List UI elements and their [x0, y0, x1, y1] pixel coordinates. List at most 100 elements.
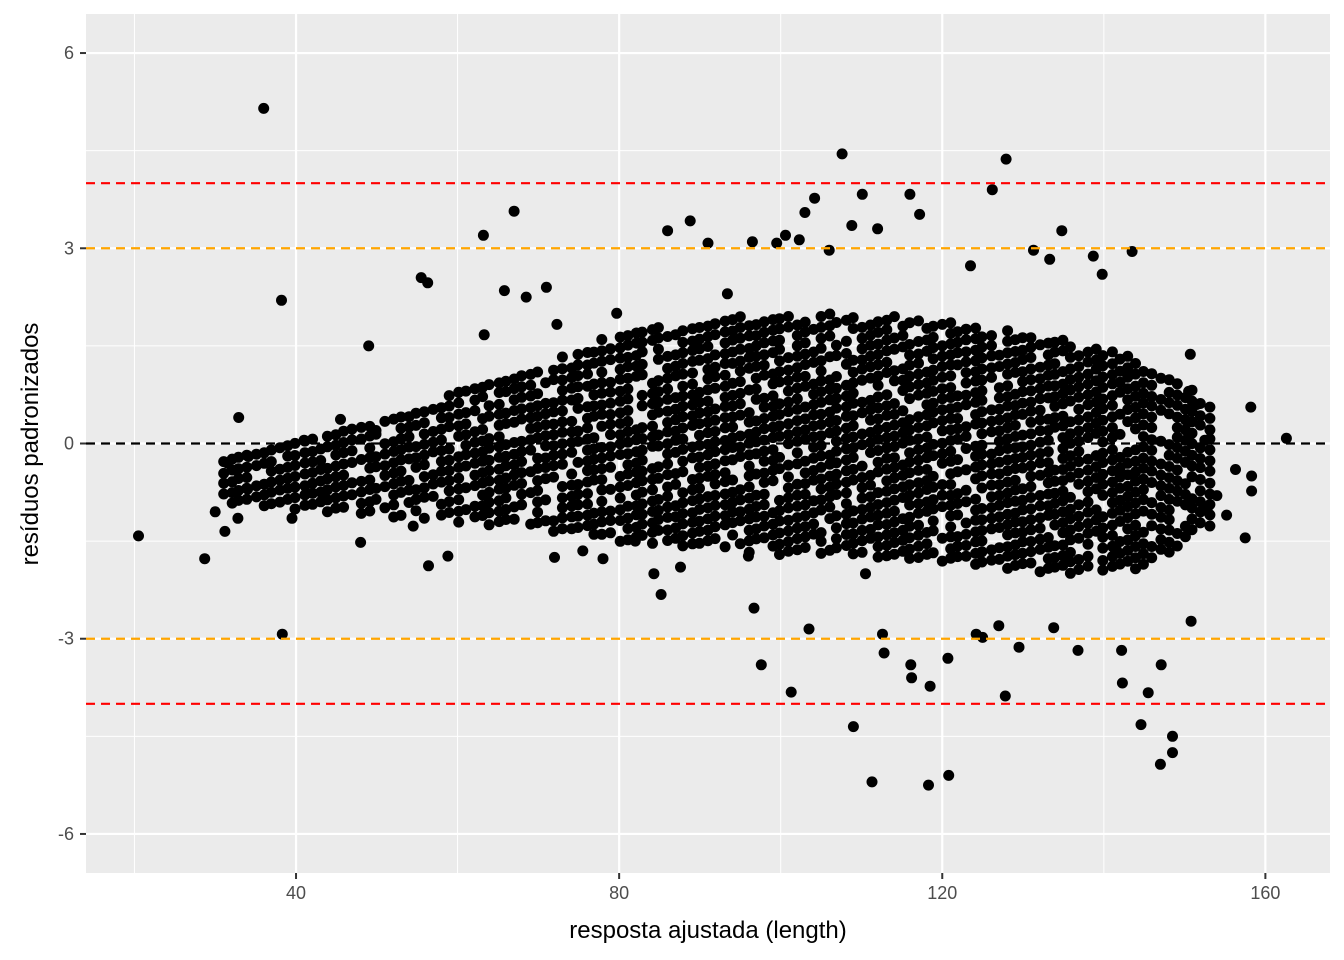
data-point	[694, 418, 705, 430]
data-point	[597, 553, 609, 565]
y-tick-label: -6	[58, 824, 74, 844]
data-point	[694, 472, 705, 484]
data-point	[582, 488, 593, 500]
data-point	[1034, 533, 1046, 545]
data-point	[799, 467, 811, 479]
data-point	[936, 555, 948, 567]
data-point	[872, 316, 884, 328]
data-point	[702, 341, 714, 352]
data-point	[596, 528, 608, 540]
data-point	[1186, 471, 1198, 483]
data-point	[965, 260, 976, 272]
data-point	[1025, 481, 1037, 493]
data-point	[921, 431, 933, 443]
data-point	[1137, 462, 1149, 474]
data-point	[904, 479, 916, 491]
data-point	[1017, 332, 1029, 344]
data-point	[540, 397, 552, 409]
data-point	[952, 551, 964, 563]
data-point	[952, 336, 964, 348]
data-point	[1017, 451, 1029, 463]
data-point	[913, 540, 924, 552]
data-point	[338, 490, 350, 502]
data-point	[1017, 344, 1029, 356]
data-point	[355, 497, 367, 509]
data-point	[588, 474, 600, 486]
data-point	[1042, 446, 1054, 458]
data-point	[888, 332, 900, 344]
data-point	[830, 339, 842, 351]
data-point	[677, 380, 689, 392]
data-point	[936, 361, 948, 372]
data-point	[605, 397, 616, 409]
data-point	[1142, 687, 1154, 699]
data-point	[605, 450, 616, 462]
data-point	[799, 424, 811, 436]
data-point	[596, 399, 608, 411]
data-point	[556, 416, 568, 428]
data-point	[321, 430, 333, 442]
data-point	[1097, 436, 1109, 448]
data-point	[1064, 341, 1076, 353]
data-point	[556, 351, 568, 363]
data-point	[395, 454, 407, 466]
data-point	[219, 525, 231, 537]
data-point	[1204, 401, 1216, 413]
data-point	[872, 423, 884, 435]
data-point	[847, 312, 859, 324]
data-point	[986, 184, 998, 196]
data-point	[636, 444, 648, 456]
data-point	[500, 407, 512, 419]
data-point	[1137, 431, 1149, 443]
data-point	[1155, 404, 1167, 416]
data-point	[709, 533, 721, 545]
data-point	[1116, 677, 1128, 689]
data-point	[418, 406, 430, 418]
data-point	[551, 318, 563, 330]
data-point	[791, 371, 803, 383]
data-point	[1146, 444, 1158, 456]
data-point	[652, 440, 664, 452]
data-point	[636, 465, 648, 477]
data-point	[582, 422, 593, 434]
data-point	[1201, 503, 1213, 515]
data-point	[830, 522, 842, 534]
data-point	[799, 478, 811, 490]
data-point	[1025, 546, 1037, 558]
data-point	[548, 449, 560, 461]
data-point	[636, 422, 648, 434]
data-point	[960, 377, 972, 389]
data-point	[662, 426, 674, 438]
data-point	[815, 321, 827, 333]
data-point	[774, 420, 785, 432]
data-point	[727, 421, 739, 433]
data-point	[566, 446, 578, 458]
data-point	[758, 467, 770, 479]
data-point	[1013, 641, 1025, 653]
data-point	[774, 313, 785, 325]
data-point	[815, 461, 827, 473]
data-point	[364, 442, 376, 454]
data-point	[662, 469, 674, 481]
data-point	[1185, 615, 1197, 627]
data-point	[1230, 464, 1241, 475]
data-point	[1017, 397, 1029, 409]
data-point	[709, 329, 721, 341]
data-point	[904, 489, 916, 501]
data-point	[605, 505, 616, 517]
data-point	[734, 484, 746, 496]
data-point	[532, 388, 544, 400]
data-point	[572, 499, 584, 511]
data-point	[677, 400, 689, 412]
data-point	[556, 405, 568, 417]
data-point	[1130, 519, 1141, 531]
data-point	[1034, 490, 1046, 501]
data-point	[1025, 352, 1037, 363]
data-point	[355, 454, 367, 465]
data-point	[548, 471, 560, 483]
data-point	[338, 501, 350, 513]
data-point	[808, 518, 820, 530]
data-point	[1064, 363, 1076, 375]
data-point	[976, 394, 988, 406]
data-point	[904, 543, 916, 555]
